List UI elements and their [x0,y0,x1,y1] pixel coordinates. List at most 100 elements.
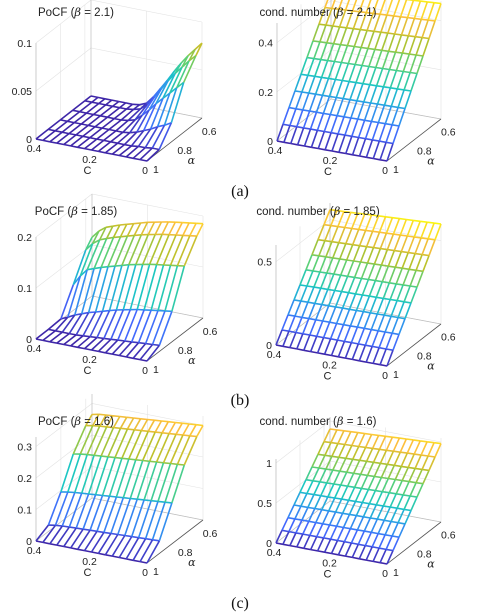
cond-c-mesh-segment [434,443,442,458]
pocf-b-mesh-segment [112,353,120,357]
cond-c-mesh-segment [427,455,436,458]
pocf-c-mesh-segment [88,493,96,496]
cond-a-mesh-segment [359,12,368,30]
pocf-a-mesh-segment [150,125,158,130]
cond-a-mesh-segment [372,140,381,159]
cond-c-mesh-segment [401,467,409,481]
cond-a-mesh-segment [302,110,311,129]
cond-c-mesh-segment [400,451,408,454]
cond-b-mesh-segment [351,341,359,345]
cond-c-mesh-segment [308,508,316,522]
pocf-c-mesh-segment [124,534,132,538]
pocf-c-mesh-segment [112,555,120,559]
cond-a-mesh-segment [338,0,343,10]
cond-c-mesh-segment [327,497,336,512]
cond-b-mesh-segment [342,307,350,311]
pocf-a-mesh-segment [82,126,96,137]
cond-b-mesh-segment [305,254,313,271]
pocf-b-mesh-segment [182,222,190,236]
cond-b-mesh-segment [317,224,325,240]
cond-b-mesh-segment [378,331,386,348]
cond-a-mesh-segment [359,155,367,159]
cond-c-mesh-segment [313,481,321,495]
pocf-b-mesh-segment [129,264,144,310]
cond-b-mesh-segment [357,212,365,215]
pocf-a-mesh-segment [61,131,70,135]
cond-a-mesh-segment [408,36,417,55]
cond-c-mesh-segment [300,505,309,509]
pocf-a-mesh-segment [153,88,162,98]
cond-b-mesh-segment [361,277,369,281]
pocf-b-mesh-segment [47,318,62,331]
cond-b-mesh-segment [356,309,364,313]
pocf-c-mesh-segment [156,461,164,464]
cond-b-mesh-segment [335,307,344,324]
cond-c-mesh-segment [338,456,346,460]
cond-b-mesh-segment [353,260,361,263]
pocf-a-title-symbol: β [73,5,81,19]
pocf-c-mesh-segment [175,422,183,435]
pocf-c-mesh-segment [140,418,148,421]
cond-c-mesh-segment [351,432,359,446]
pocf-c-mesh-segment [108,458,123,497]
pocf-a-mesh-segment [131,145,139,148]
pocf-a-mesh-segment [138,145,146,149]
cond-a-mesh-segment [318,147,326,151]
pocf-b-mesh-segment [96,310,111,338]
cond-c-mesh-segment [308,520,316,524]
cond-b-mesh-segment [288,315,296,332]
cond-c-mesh-segment [317,550,325,553]
cond-a-mesh-segment [335,80,344,98]
cond-b-mesh-segment [359,360,367,363]
pocf-a-mesh-segment [115,119,129,132]
cond-a-mesh-segment [361,64,370,68]
pocf-b-alpha-tick: 1 [153,364,159,376]
pocf-a-mesh-segment [123,131,138,146]
cond-b-mesh-segment [323,209,331,225]
cond-c-mesh-segment [317,441,325,455]
cond-a-mesh-segment [337,133,346,136]
cond-b-xlabel: C [324,371,332,383]
cond-a-mesh-segment [358,138,367,157]
pocf-c-mesh-segment [80,453,88,456]
cond-a-mesh-segment [288,90,296,108]
cond-b-mesh-segment [366,361,374,365]
cond-b-mesh-segment [337,341,346,358]
cond-a-mesh-segment [329,95,337,99]
cond-a-mesh-segment [397,88,405,91]
pocf-c-mesh-segment [146,540,161,564]
cond-b-mesh-segment [287,314,296,317]
cond-b-mesh-segment [305,269,314,272]
pocf-a-mesh-segment [93,104,107,116]
cond-a-mesh-segment [294,90,303,93]
cond-c-mesh-segment [363,517,372,532]
pocf-b-mesh-segment [89,310,104,338]
cond-c-mesh-segment [391,522,399,537]
cond-c-mesh-segment [385,548,394,552]
cond-a-mesh-segment [289,124,297,128]
cond-c-mesh-segment [331,443,339,457]
cond-a-mesh-segment [351,137,360,156]
pocf-c-mesh-segment [149,460,157,463]
pocf-b-mesh-segment [124,340,132,343]
pocf-b-mesh-segment [146,344,161,362]
pocf-b-mesh-segment [148,233,163,265]
cond-c-mesh-segment [289,532,297,546]
cond-a-mesh-segment [395,51,403,54]
cond-c-mesh-segment [282,531,290,545]
cond-b-mesh-segment [329,208,338,212]
cond-a-mesh-segment [373,30,382,33]
cond-c-mesh-segment [375,491,384,506]
cond-c-mesh-segment [393,451,402,466]
pocf-c-mesh-segment [103,496,118,533]
pocf-c-mesh-segment [112,415,120,418]
pocf-b-mesh-segment [151,310,166,345]
cond-a-mesh-segment [347,44,355,48]
pocf-b-mesh-segment [48,328,56,332]
cond-c-mesh-segment [301,507,309,521]
cond-c-mesh-segment [372,560,381,564]
cond-a-mesh-segment [379,159,388,162]
pocf-a-c-tick: 0.2 [82,154,97,166]
pocf-c-mesh-segment [114,456,122,460]
cond-c-mesh-segment [356,514,364,518]
